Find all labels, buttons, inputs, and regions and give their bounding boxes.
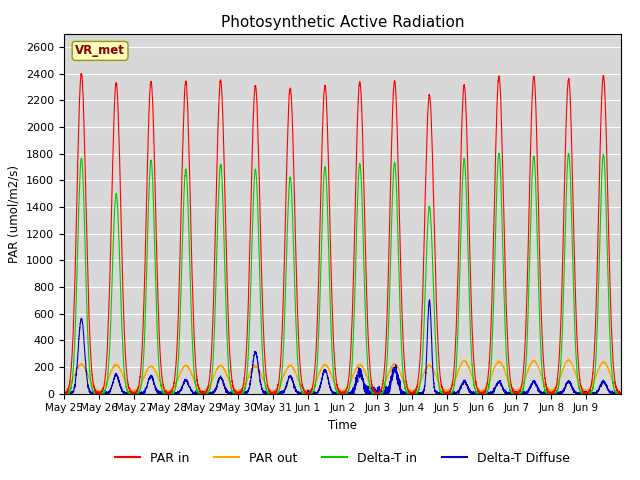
Legend: PAR in, PAR out, Delta-T in, Delta-T Diffuse: PAR in, PAR out, Delta-T in, Delta-T Dif… (109, 447, 575, 469)
Title: Photosynthetic Active Radiation: Photosynthetic Active Radiation (221, 15, 464, 30)
X-axis label: Time: Time (328, 419, 357, 432)
Y-axis label: PAR (umol/m2/s): PAR (umol/m2/s) (8, 165, 20, 263)
Text: VR_met: VR_met (75, 44, 125, 58)
